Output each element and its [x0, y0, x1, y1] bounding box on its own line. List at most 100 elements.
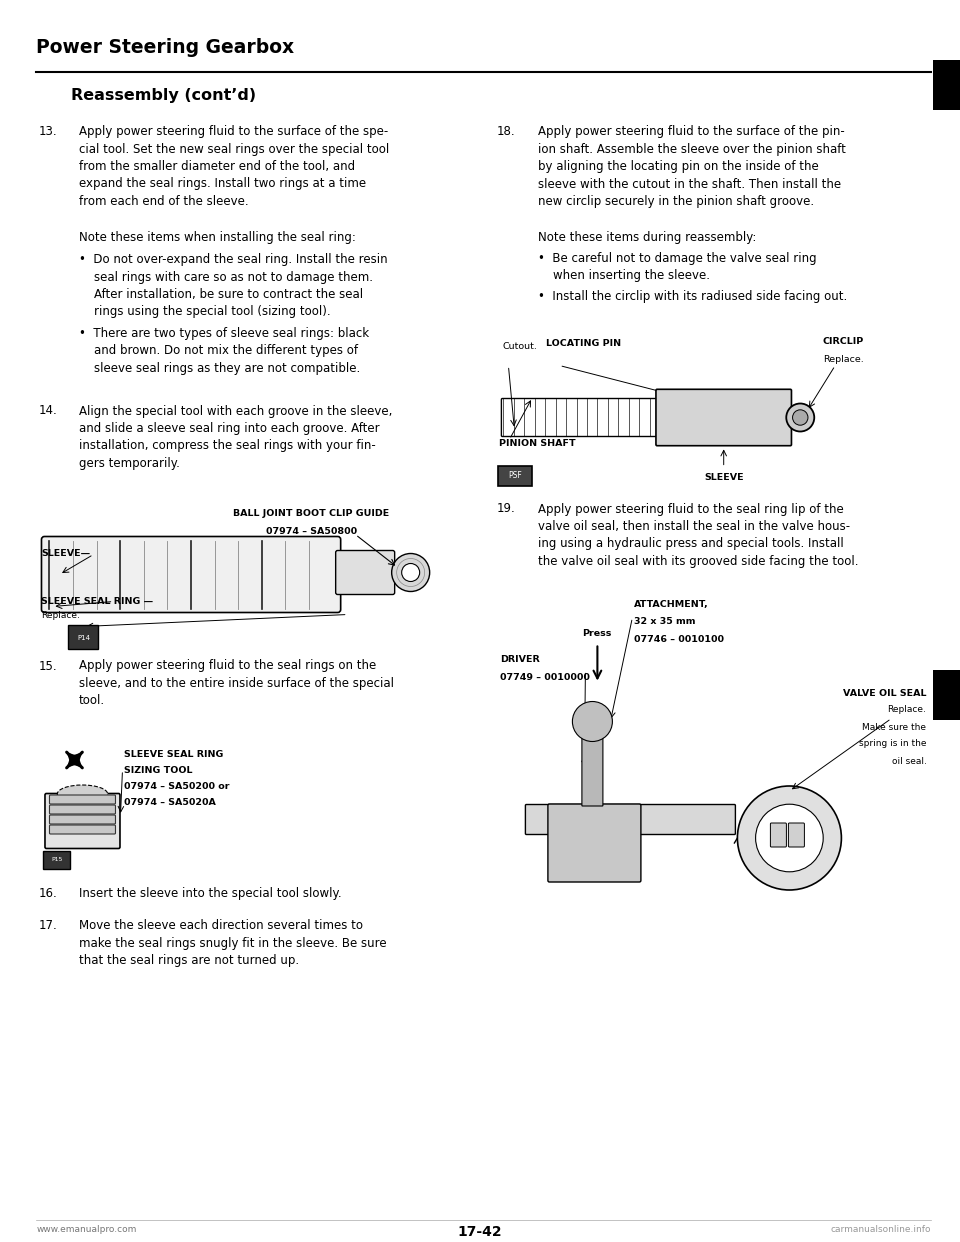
Text: P14: P14: [77, 635, 90, 641]
Text: from each end of the sleeve.: from each end of the sleeve.: [79, 195, 249, 207]
Text: LOCATING PIN: LOCATING PIN: [546, 339, 621, 349]
Text: gers temporarily.: gers temporarily.: [79, 457, 180, 469]
Text: the valve oil seal with its grooved side facing the tool.: the valve oil seal with its grooved side…: [538, 555, 858, 568]
Text: Replace.: Replace.: [824, 354, 864, 364]
Text: •  Be careful not to damage the valve seal ring: • Be careful not to damage the valve sea…: [538, 252, 816, 265]
Circle shape: [401, 564, 420, 581]
Text: 14.: 14.: [38, 405, 58, 417]
Text: Cutout.: Cutout.: [502, 343, 538, 351]
Text: that the seal rings are not turned up.: that the seal rings are not turned up.: [79, 954, 299, 968]
Text: PSF: PSF: [509, 472, 522, 481]
Text: 32 x 35 mm: 32 x 35 mm: [635, 617, 696, 626]
Text: sleeve with the cutout in the shaft. Then install the: sleeve with the cutout in the shaft. The…: [538, 178, 841, 190]
Text: valve oil seal, then install the seal in the valve hous-: valve oil seal, then install the seal in…: [538, 520, 850, 533]
FancyBboxPatch shape: [933, 669, 960, 720]
Text: Apply power steering fluid to the seal rings on the: Apply power steering fluid to the seal r…: [79, 660, 376, 672]
Circle shape: [793, 410, 808, 425]
Text: Note these items during reassembly:: Note these items during reassembly:: [538, 231, 756, 243]
Text: Insert the sleeve into the special tool slowly.: Insert the sleeve into the special tool …: [79, 887, 342, 900]
Text: Press: Press: [583, 628, 612, 637]
Text: ATTACHMENT,: ATTACHMENT,: [635, 600, 709, 610]
Text: 07746 – 0010100: 07746 – 0010100: [635, 635, 725, 643]
FancyBboxPatch shape: [45, 794, 120, 848]
Text: Power Steering Gearbox: Power Steering Gearbox: [36, 39, 295, 57]
Text: Note these items when installing the seal ring:: Note these items when installing the sea…: [79, 231, 355, 243]
FancyBboxPatch shape: [933, 60, 960, 111]
FancyBboxPatch shape: [656, 389, 791, 446]
Text: BALL JOINT BOOT CLIP GUIDE: BALL JOINT BOOT CLIP GUIDE: [233, 509, 389, 518]
Text: 07974 – SA5020A: 07974 – SA5020A: [125, 799, 216, 807]
Text: tool.: tool.: [79, 694, 105, 708]
Text: carmanualsonline.info: carmanualsonline.info: [830, 1225, 931, 1235]
Text: CIRCLIP: CIRCLIP: [823, 338, 864, 347]
Text: 13.: 13.: [38, 125, 57, 138]
Text: 17.: 17.: [38, 919, 58, 932]
FancyBboxPatch shape: [50, 805, 115, 814]
Text: seal rings with care so as not to damage them.: seal rings with care so as not to damage…: [79, 271, 372, 283]
FancyBboxPatch shape: [41, 537, 341, 612]
Text: SLEEVE SEAL RING: SLEEVE SEAL RING: [125, 750, 224, 759]
Text: After installation, be sure to contract the seal: After installation, be sure to contract …: [79, 288, 363, 301]
Text: Replace.: Replace.: [41, 611, 81, 620]
FancyBboxPatch shape: [498, 466, 533, 487]
Text: SLEEVE: SLEEVE: [704, 472, 743, 482]
Text: 16.: 16.: [38, 887, 58, 900]
Text: from the smaller diameter end of the tool, and: from the smaller diameter end of the too…: [79, 160, 355, 173]
Text: 17-42: 17-42: [458, 1225, 502, 1240]
Text: 07749 – 0010000: 07749 – 0010000: [500, 672, 590, 682]
FancyBboxPatch shape: [788, 823, 804, 847]
Text: •  Install the circlip with its radiused side facing out.: • Install the circlip with its radiused …: [538, 289, 847, 303]
Text: 19.: 19.: [496, 503, 516, 515]
Text: oil seal.: oil seal.: [892, 756, 926, 765]
FancyBboxPatch shape: [50, 825, 115, 833]
Text: when inserting the sleeve.: when inserting the sleeve.: [538, 270, 709, 282]
Text: www.emanualpro.com: www.emanualpro.com: [36, 1225, 137, 1235]
Text: rings using the special tool (sizing tool).: rings using the special tool (sizing too…: [79, 306, 330, 318]
Text: PINION SHAFT: PINION SHAFT: [499, 440, 576, 448]
Text: and brown. Do not mix the different types of: and brown. Do not mix the different type…: [79, 344, 358, 358]
Text: 15.: 15.: [38, 660, 57, 672]
Text: •  Do not over-expand the seal ring. Install the resin: • Do not over-expand the seal ring. Inst…: [79, 253, 387, 266]
FancyBboxPatch shape: [548, 804, 641, 882]
Text: Reassembly (cont’d): Reassembly (cont’d): [71, 88, 256, 103]
Text: Apply power steering fluid to the surface of the spe-: Apply power steering fluid to the surfac…: [79, 125, 388, 138]
Text: spring is in the: spring is in the: [859, 739, 926, 749]
Text: make the seal rings snugly fit in the sleeve. Be sure: make the seal rings snugly fit in the sl…: [79, 936, 386, 949]
Text: new circlip securely in the pinion shaft groove.: new circlip securely in the pinion shaft…: [538, 195, 814, 207]
FancyBboxPatch shape: [336, 550, 395, 595]
Text: Replace.: Replace.: [888, 705, 926, 714]
Text: Align the special tool with each groove in the sleeve,: Align the special tool with each groove …: [79, 405, 392, 417]
Text: 07974 – SA50800: 07974 – SA50800: [266, 527, 357, 535]
FancyBboxPatch shape: [771, 823, 786, 847]
Circle shape: [572, 702, 612, 741]
Text: ing using a hydraulic press and special tools. Install: ing using a hydraulic press and special …: [538, 538, 843, 550]
Text: Apply power steering fluid to the seal ring lip of the: Apply power steering fluid to the seal r…: [538, 503, 843, 515]
Text: 18.: 18.: [496, 125, 515, 138]
Ellipse shape: [58, 785, 108, 804]
Circle shape: [392, 554, 430, 591]
Circle shape: [756, 805, 823, 872]
Text: 07974 – SA50200 or: 07974 – SA50200 or: [125, 782, 230, 791]
Text: and slide a sleeve seal ring into each groove. After: and slide a sleeve seal ring into each g…: [79, 422, 379, 435]
FancyBboxPatch shape: [68, 626, 99, 650]
Circle shape: [737, 786, 841, 891]
Text: •  There are two types of sleeve seal rings: black: • There are two types of sleeve seal rin…: [79, 327, 369, 340]
Text: by aligning the locating pin on the inside of the: by aligning the locating pin on the insi…: [538, 160, 818, 173]
Text: SLEEVE—: SLEEVE—: [41, 549, 90, 558]
Text: Make sure the: Make sure the: [862, 723, 926, 732]
Text: installation, compress the seal rings with your fin-: installation, compress the seal rings wi…: [79, 440, 375, 452]
Text: SLEEVE SEAL RING —: SLEEVE SEAL RING —: [41, 596, 154, 606]
Text: ion shaft. Assemble the sleeve over the pinion shaft: ion shaft. Assemble the sleeve over the …: [538, 143, 846, 155]
Text: expand the seal rings. Install two rings at a time: expand the seal rings. Install two rings…: [79, 178, 366, 190]
Text: VALVE OIL SEAL: VALVE OIL SEAL: [843, 688, 926, 698]
FancyBboxPatch shape: [50, 815, 115, 823]
FancyBboxPatch shape: [50, 795, 115, 804]
Text: SIZING TOOL: SIZING TOOL: [125, 766, 193, 775]
Text: sleeve seal rings as they are not compatible.: sleeve seal rings as they are not compat…: [79, 361, 360, 375]
Text: P15: P15: [51, 857, 62, 862]
FancyBboxPatch shape: [582, 733, 603, 806]
Text: Move the sleeve each direction several times to: Move the sleeve each direction several t…: [79, 919, 363, 932]
Text: sleeve, and to the entire inside surface of the special: sleeve, and to the entire inside surface…: [79, 677, 394, 691]
Circle shape: [786, 404, 814, 431]
FancyBboxPatch shape: [525, 805, 735, 835]
